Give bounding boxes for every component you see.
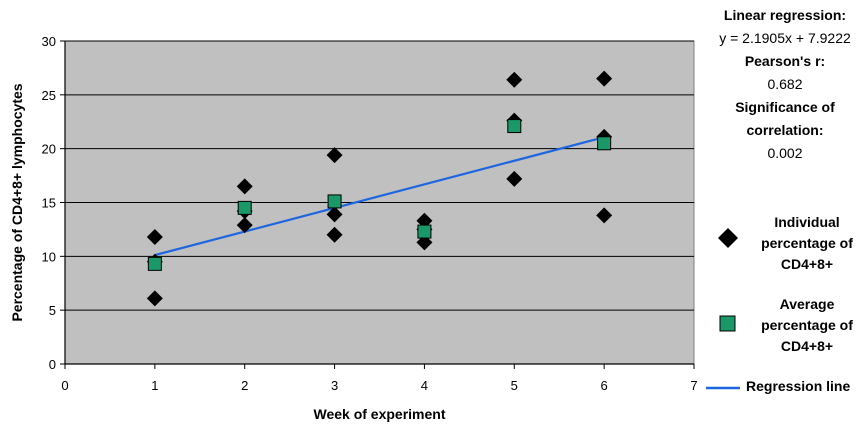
tick-labels: 0 5 10 15 20 25 30 0 1 2 3 4 5 6 7 (42, 34, 698, 393)
diamond-marker-icon (718, 228, 738, 248)
legend-label-individual: Individual percentage of CD4+8+ (761, 214, 853, 272)
gridlines (60, 40, 695, 369)
significance-title: Significance of correlation: (735, 99, 835, 138)
y-tick-label: 0 (49, 357, 56, 372)
y-tick-label: 20 (42, 142, 56, 157)
regression-stats: Linear regression: y = 2.1905x + 7.9222 … (706, 4, 864, 165)
individual-point (506, 170, 523, 187)
axes (64, 41, 694, 365)
square-marker-icon (719, 315, 736, 332)
y-tick-label: 10 (42, 249, 56, 264)
individual-point (236, 178, 253, 195)
y-tick-label: 30 (42, 34, 56, 49)
x-tick-label: 4 (421, 378, 428, 393)
pearson-title: Pearson's r: (744, 53, 826, 69)
linear-regression-title: Linear regression: (723, 7, 847, 23)
average-point (327, 194, 342, 209)
legend-label-regression: Regression line (746, 378, 851, 394)
average-point (417, 224, 432, 239)
legend-label-average: Average percentage of CD4+8+ (761, 296, 853, 354)
x-tick-label: 2 (241, 378, 248, 393)
regression-equation: y = 2.1905x + 7.9222 (719, 30, 851, 46)
individual-point (596, 70, 613, 87)
average-point (147, 256, 162, 271)
x-tick-label: 5 (511, 378, 518, 393)
x-tick-label: 0 (61, 378, 68, 393)
individual-point (236, 217, 253, 234)
average-point (507, 119, 522, 134)
y-tick-label: 25 (42, 88, 56, 103)
individual-point (326, 147, 343, 164)
individual-point (326, 206, 343, 223)
average-point (237, 200, 252, 215)
x-tick-label: 6 (601, 378, 608, 393)
average-point (597, 136, 612, 151)
x-tick-label: 7 (690, 378, 697, 393)
x-axis-title: Week of experiment (313, 406, 445, 422)
individual-point (146, 290, 163, 307)
y-tick-label: 15 (42, 196, 56, 211)
data-points (146, 70, 613, 307)
individual-point (506, 71, 523, 88)
y-tick-label: 5 (49, 303, 56, 318)
regression-series (154, 136, 605, 257)
individual-point (146, 228, 163, 245)
regression-line (154, 136, 605, 257)
individual-point (596, 207, 613, 224)
y-axis-title: Percentage of CD4+8+ lymphocytes (9, 83, 25, 321)
x-tick-label: 1 (151, 378, 158, 393)
x-tick-label: 3 (331, 378, 338, 393)
pearson-value: 0.682 (767, 76, 803, 92)
significance-value: 0.002 (767, 145, 803, 161)
line-marker-icon (706, 386, 740, 390)
individual-point (326, 226, 343, 243)
